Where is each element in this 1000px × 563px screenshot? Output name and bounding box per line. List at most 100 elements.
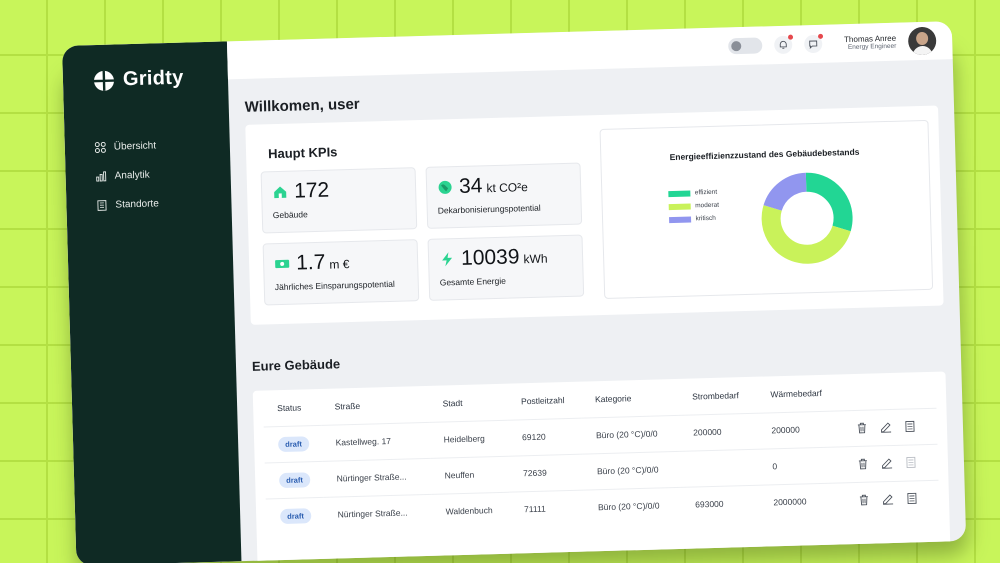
grid-icon [94, 141, 106, 154]
building-icon [97, 200, 107, 211]
chat-icon [809, 40, 818, 50]
kpi-value: 10039 [460, 245, 520, 270]
status-badge: draft [278, 471, 311, 488]
money-icon [275, 259, 290, 269]
globe-icon [438, 180, 452, 194]
cell-heat: 2000000 [758, 482, 845, 521]
cell-power [679, 448, 759, 487]
logo[interactable]: Gridty [93, 65, 229, 92]
legend-item: kritisch [668, 215, 719, 223]
kpi-unit: kt CO²e [486, 180, 529, 196]
status-badge: draft [280, 507, 312, 524]
cell-power: 693000 [680, 484, 760, 523]
sidebar-item-standorte[interactable]: Standorte [96, 196, 231, 211]
theme-toggle[interactable] [728, 37, 763, 55]
cell-street: Nürtinger Straße... [322, 457, 432, 497]
edit-icon[interactable] [880, 457, 892, 469]
table-row[interactable]: draft Nürtinger Straße... Neuffen 72639 … [264, 443, 939, 499]
sidebar-item-label: Übersicht [113, 140, 157, 153]
column-header[interactable]: Straße [334, 400, 361, 412]
kpi-card-savings[interactable]: 1.7 m € Jährliches Einsparungspotential [262, 239, 420, 306]
cell-power: 200000 [678, 412, 758, 451]
sidebar-item-label: Analytik [114, 169, 150, 182]
legend-swatch [667, 190, 690, 197]
column-header[interactable]: Status [277, 402, 302, 413]
kpi-card-decarbonization[interactable]: 34 kt CO²e Dekarbonisierungspotential [425, 162, 583, 229]
lightning-icon [442, 252, 453, 267]
sidebar-item-analytik[interactable]: Analytik [96, 167, 231, 182]
legend-item: moderat [668, 202, 719, 210]
trash-icon[interactable] [858, 494, 870, 506]
cell-street: Kastellweg. 17 [321, 421, 431, 461]
calculator-icon[interactable] [903, 420, 915, 433]
kpi-value: 1.7 [295, 250, 326, 275]
status-badge: draft [277, 435, 310, 452]
user-info[interactable]: Thomas Anree Energy Engineer [844, 33, 896, 51]
kpi-unit: kWh [523, 251, 548, 267]
cell-zip: 72639 [508, 453, 584, 492]
column-header[interactable]: Strombedarf [692, 389, 740, 402]
row-actions [858, 492, 940, 506]
avatar[interactable] [907, 26, 937, 56]
kpi-label: Jährliches Einsparungspotential [274, 278, 395, 293]
kpi-value: 172 [293, 178, 330, 203]
edit-icon[interactable] [879, 421, 891, 433]
kpi-label: Dekarbonisierungspotential [437, 202, 541, 216]
cell-city: Waldenbuch [431, 491, 511, 530]
notification-dot [787, 34, 794, 40]
row-actions [857, 456, 939, 470]
kpi-card-buildings[interactable]: 172 Gebäude [260, 167, 418, 234]
legend-label: moderat [695, 201, 720, 210]
kpi-label: Gebäude [272, 209, 308, 221]
user-role: Energy Engineer [847, 42, 897, 51]
kpi-value: 34 [458, 174, 483, 198]
gridty-logo-icon [93, 70, 115, 91]
calculator-icon[interactable] [905, 493, 917, 505]
trash-icon[interactable] [857, 458, 869, 470]
column-header[interactable]: Stadt [442, 397, 463, 409]
sidebar-item-label: Standorte [115, 198, 159, 211]
kpi-title: Haupt KPIs [267, 144, 338, 162]
kpi-panel: Haupt KPIs 172 Gebäude [260, 129, 594, 314]
cell-street: Nürtinger Straße... [323, 493, 433, 533]
app-name: Gridty [122, 66, 184, 91]
column-header[interactable]: Kategorie [594, 392, 632, 405]
topbar: Thomas Anree Energy Engineer [226, 21, 953, 80]
column-header[interactable]: Postleitzahl [520, 394, 565, 407]
donut-chart [761, 172, 853, 264]
kpi-label: Gesamte Energie [439, 275, 507, 288]
main-content: Thomas Anree Energy Engineer Willkomen, … [226, 21, 966, 563]
trash-icon[interactable] [855, 422, 867, 434]
messages-button[interactable] [803, 33, 824, 54]
message-dot [817, 33, 824, 39]
buildings-table-card: Status Straße Stadt Postleitzahl Kategor… [252, 371, 952, 563]
edit-icon[interactable] [882, 493, 894, 505]
kpi-card-energy[interactable]: 10039 kWh Gesamte Energie [427, 234, 585, 301]
legend-label: kritisch [695, 214, 716, 223]
kpi-grid: 172 Gebäude 34 kt CO²e [260, 162, 594, 306]
cell-category: Büro (20 °C)/0/0 [583, 486, 682, 526]
legend-swatch [668, 203, 691, 210]
legend-label: effizient [694, 188, 718, 197]
cell-city: Heidelberg [429, 419, 509, 458]
table-row[interactable]: draft Kastellweg. 17 Heidelberg 69120 Bü… [263, 407, 938, 463]
chart-title: Energieeffizienzzustand des Gebäudebesta… [669, 146, 860, 163]
column-header[interactable]: Wärmebedarf [770, 387, 822, 400]
cell-city: Neuffen [430, 455, 510, 494]
kpi-unit: m € [329, 257, 350, 272]
app-window: Gridty Übersicht Analytik [62, 21, 967, 563]
sidebar-item-uebersicht[interactable]: Übersicht [94, 138, 230, 154]
donut-slice-kritisch[interactable] [761, 172, 853, 264]
donut-slice-moderat[interactable] [761, 172, 853, 264]
cell-category: Büro (20 °C)/0/0 [581, 414, 680, 454]
chart-legend: effizient moderat kritisch [667, 188, 720, 229]
house-icon [274, 186, 287, 199]
row-actions [855, 420, 937, 434]
calculator-icon[interactable] [904, 456, 916, 469]
notifications-button[interactable] [773, 34, 794, 55]
sidebar: Gridty Übersicht Analytik [62, 41, 242, 563]
bell-icon [779, 40, 787, 49]
table-row[interactable]: draft Nürtinger Straße... Waldenbuch 711… [265, 479, 940, 535]
cell-category: Büro (20 °C)/0/0 [582, 450, 681, 490]
legend-swatch [668, 216, 691, 223]
